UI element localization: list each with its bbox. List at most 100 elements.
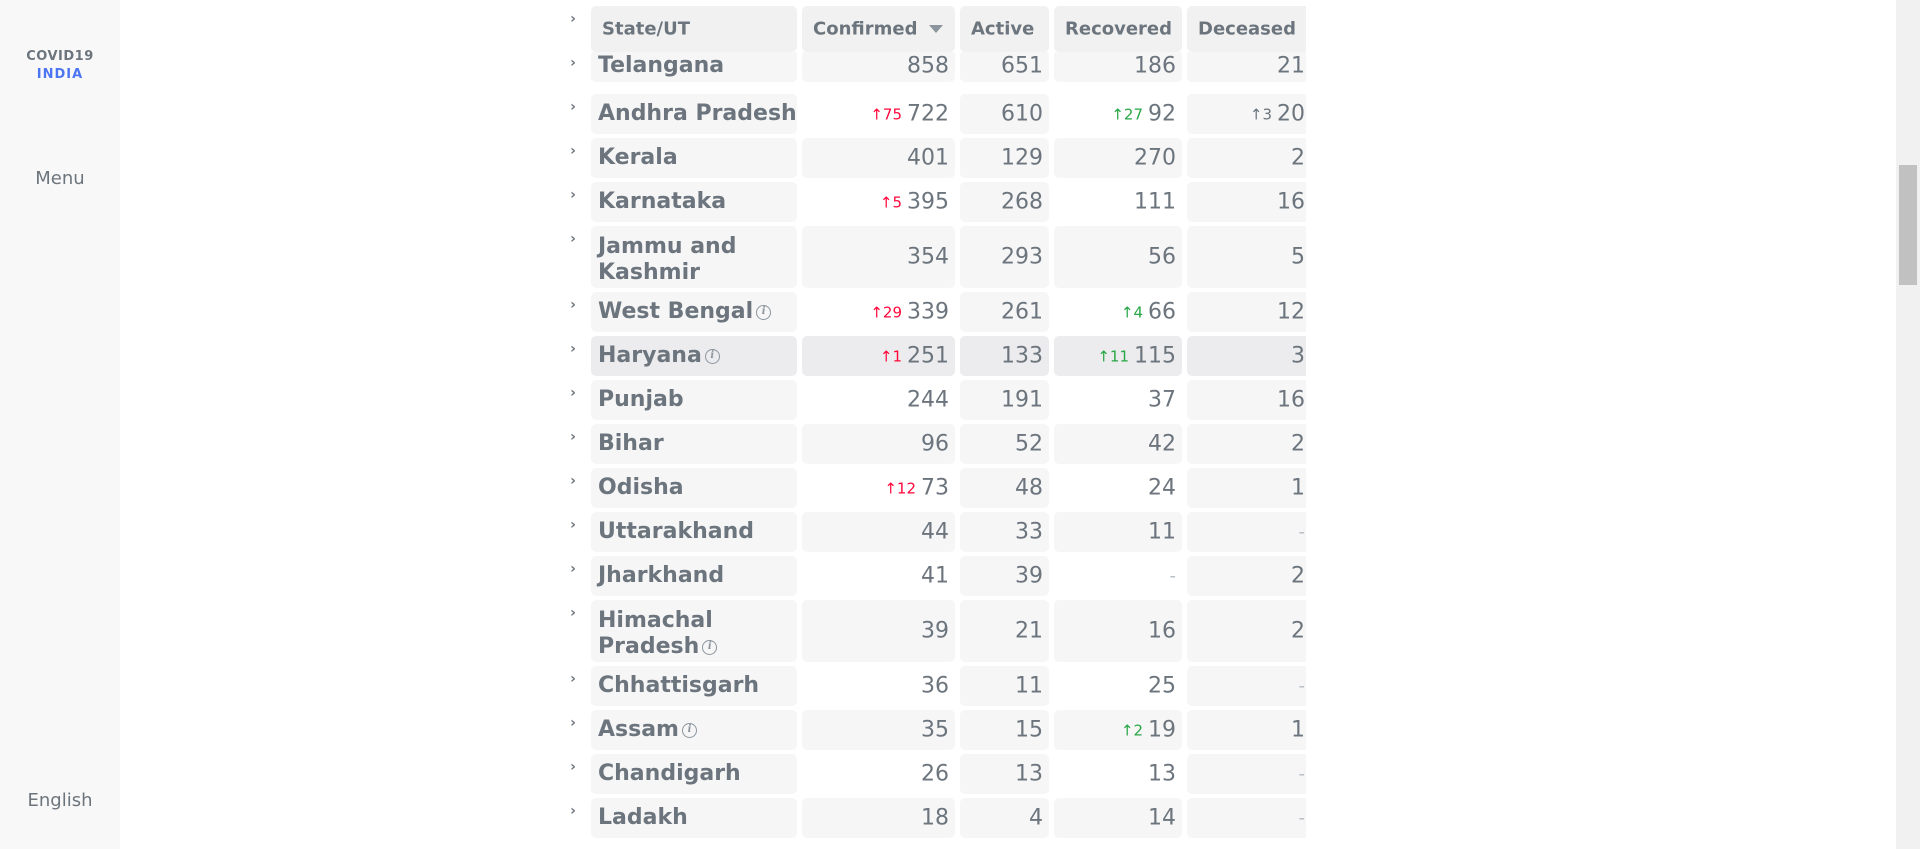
cell-state[interactable]: Odisha — [591, 468, 797, 508]
info-icon[interactable]: i — [702, 639, 718, 655]
cell-confirmed: 96 — [802, 424, 955, 464]
info-icon[interactable]: i — [756, 304, 772, 320]
table-row[interactable]: › Bihar 96 52 42 2 — [560, 424, 1306, 464]
menu-button[interactable]: Menu — [35, 168, 85, 189]
expand-row-chevron-icon[interactable]: › — [570, 341, 576, 357]
expand-row-chevron-icon[interactable]: › — [570, 671, 576, 687]
cell-confirmed: 36 — [802, 666, 955, 706]
cell-state[interactable]: Uttarakhand — [591, 512, 797, 552]
cell-state[interactable]: Assam i — [591, 710, 797, 750]
header-state[interactable]: State/UT — [591, 6, 797, 52]
header-recovered[interactable]: Recovered — [1054, 6, 1182, 52]
recovered-value: 66 — [1148, 299, 1176, 325]
cell-state[interactable]: Punjab — [591, 380, 797, 420]
scrollbar-thumb[interactable] — [1899, 165, 1917, 285]
recovered-value-group: 25 — [1148, 674, 1176, 699]
confirmed-delta: ↑12 — [884, 479, 916, 497]
deceased-value-group: 1 — [1291, 718, 1305, 743]
expand-row-chevron-icon[interactable]: › — [570, 297, 576, 313]
active-value-group: 11 — [1015, 674, 1043, 699]
table-row[interactable]: › Odisha ↑12 73 48 24 1 — [560, 468, 1306, 508]
expand-row-chevron-icon[interactable]: › — [570, 561, 576, 577]
confirmed-value-group: 401 — [907, 146, 949, 171]
state-name-text: Uttarakhand — [598, 519, 754, 544]
recovered-value-group: 186 — [1134, 54, 1176, 79]
expand-row-chevron-icon[interactable]: › — [570, 385, 576, 401]
active-value: 261 — [1001, 299, 1043, 325]
recovered-value: 42 — [1148, 431, 1176, 457]
state-name-text: Ladakh — [598, 805, 688, 830]
expand-row-chevron-icon[interactable]: › — [570, 473, 576, 489]
table-row[interactable]: › Ladakh 18 4 14 - — [560, 798, 1306, 838]
state-name-line1: Himachal — [598, 608, 713, 633]
cell-state[interactable]: Kerala — [591, 138, 797, 178]
expand-row-chevron-icon[interactable]: › — [570, 605, 576, 621]
recovered-value: 14 — [1148, 805, 1176, 831]
expand-row-chevron-icon[interactable]: › — [570, 231, 576, 247]
language-switcher[interactable]: English — [27, 790, 93, 811]
deceased-value: 1 — [1291, 717, 1305, 743]
states-table: › State/UT Confirmed Active Recovered De… — [560, 0, 1306, 849]
confirmed-value-group: 44 — [921, 520, 949, 545]
cell-state[interactable]: Jharkhand — [591, 556, 797, 596]
active-value-group: 13 — [1015, 762, 1043, 787]
cell-state[interactable]: Chandigarh — [591, 754, 797, 794]
table-row[interactable]: › Chhattisgarh 36 11 25 - — [560, 666, 1306, 706]
confirmed-value-group: ↑1 251 — [880, 344, 949, 369]
table-row[interactable]: › Telangana 858 651 186 21 — [560, 50, 1306, 82]
deceased-value-group: 21 — [1277, 54, 1305, 79]
cell-active: 610 — [960, 94, 1049, 134]
table-row[interactable]: › Haryana i ↑1 251 133 ↑11 115 3 — [560, 336, 1306, 376]
deceased-value: 3 — [1291, 343, 1305, 369]
app-logo[interactable]: COVID19 INDIA — [0, 48, 120, 84]
expand-row-chevron-icon[interactable]: › — [570, 803, 576, 819]
table-row[interactable]: › Assam i 35 15 ↑2 19 1 — [560, 710, 1306, 750]
cell-state[interactable]: Chhattisgarh — [591, 666, 797, 706]
expand-row-chevron-icon[interactable]: › — [570, 715, 576, 731]
cell-state[interactable]: Haryana i — [591, 336, 797, 376]
expand-row-chevron-icon[interactable]: › — [570, 143, 576, 159]
table-row[interactable]: › Karnataka ↑5 395 268 111 16 — [560, 182, 1306, 222]
cell-state[interactable]: Jammu and Kashmir — [591, 226, 797, 288]
expand-row-chevron-icon[interactable]: › — [570, 429, 576, 445]
expand-row-chevron-icon[interactable]: › — [570, 517, 576, 533]
table-row[interactable]: › Andhra Pradesh ↑75 722 610 ↑27 92 ↑3 20 — [560, 94, 1306, 134]
cell-state[interactable]: Andhra Pradesh — [591, 94, 797, 134]
cell-state[interactable]: Karnataka — [591, 182, 797, 222]
active-value: 293 — [1001, 244, 1043, 270]
expand-row-chevron-icon[interactable]: › — [570, 55, 576, 71]
deceased-value: 1 — [1291, 475, 1305, 501]
expand-row-chevron-icon[interactable]: › — [570, 187, 576, 203]
cell-confirmed: 858 — [802, 50, 955, 82]
table-row[interactable]: › Himachal Pradesh i 39 21 16 2 — [560, 600, 1306, 662]
cell-state[interactable]: Telangana — [591, 50, 797, 82]
expand-all-chevron-icon[interactable]: › — [570, 11, 576, 27]
deceased-value: 12 — [1277, 299, 1305, 325]
active-value-group: 293 — [1001, 245, 1043, 270]
expand-row-chevron-icon[interactable]: › — [570, 99, 576, 115]
header-deceased[interactable]: Deceased — [1187, 6, 1306, 52]
confirmed-value: 722 — [907, 101, 949, 127]
cell-recovered: 270 — [1054, 138, 1182, 178]
cell-state[interactable]: Ladakh — [591, 798, 797, 838]
cell-state[interactable]: West Bengal i — [591, 292, 797, 332]
cell-recovered: ↑4 66 — [1054, 292, 1182, 332]
table-row[interactable]: › Punjab 244 191 37 16 — [560, 380, 1306, 420]
state-name: Punjab — [598, 387, 684, 413]
table-row[interactable]: › Jharkhand 41 39 - 2 — [560, 556, 1306, 596]
expand-row-chevron-icon[interactable]: › — [570, 759, 576, 775]
table-row[interactable]: › Chandigarh 26 13 13 - — [560, 754, 1306, 794]
info-icon[interactable]: i — [704, 348, 720, 364]
table-row[interactable]: › Kerala 401 129 270 2 — [560, 138, 1306, 178]
info-icon[interactable]: i — [682, 722, 697, 738]
table-row[interactable]: › Uttarakhand 44 33 11 - — [560, 512, 1306, 552]
state-name-text: Odisha — [598, 475, 684, 500]
scrollbar[interactable] — [1896, 0, 1920, 849]
cell-state[interactable]: Bihar — [591, 424, 797, 464]
table-row[interactable]: › West Bengal i ↑29 339 261 ↑4 66 12 — [560, 292, 1306, 332]
header-active[interactable]: Active — [960, 6, 1049, 52]
cell-state[interactable]: Himachal Pradesh i — [591, 600, 797, 662]
header-confirmed[interactable]: Confirmed — [802, 6, 955, 52]
table-row[interactable]: › Jammu and Kashmir 354 293 56 5 — [560, 226, 1306, 288]
recovered-value: 111 — [1134, 189, 1176, 215]
